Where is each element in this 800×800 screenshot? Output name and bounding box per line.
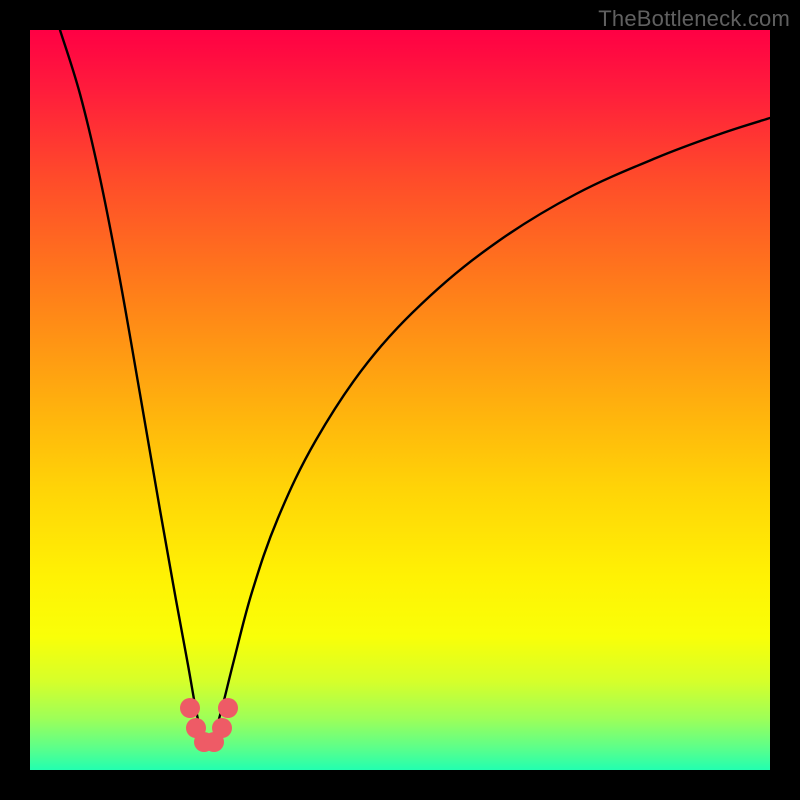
curve-marker bbox=[212, 718, 232, 738]
curve-marker bbox=[180, 698, 200, 718]
curve-marker bbox=[218, 698, 238, 718]
plot-svg bbox=[0, 0, 800, 800]
chart-frame: TheBottleneck.com bbox=[0, 0, 800, 800]
